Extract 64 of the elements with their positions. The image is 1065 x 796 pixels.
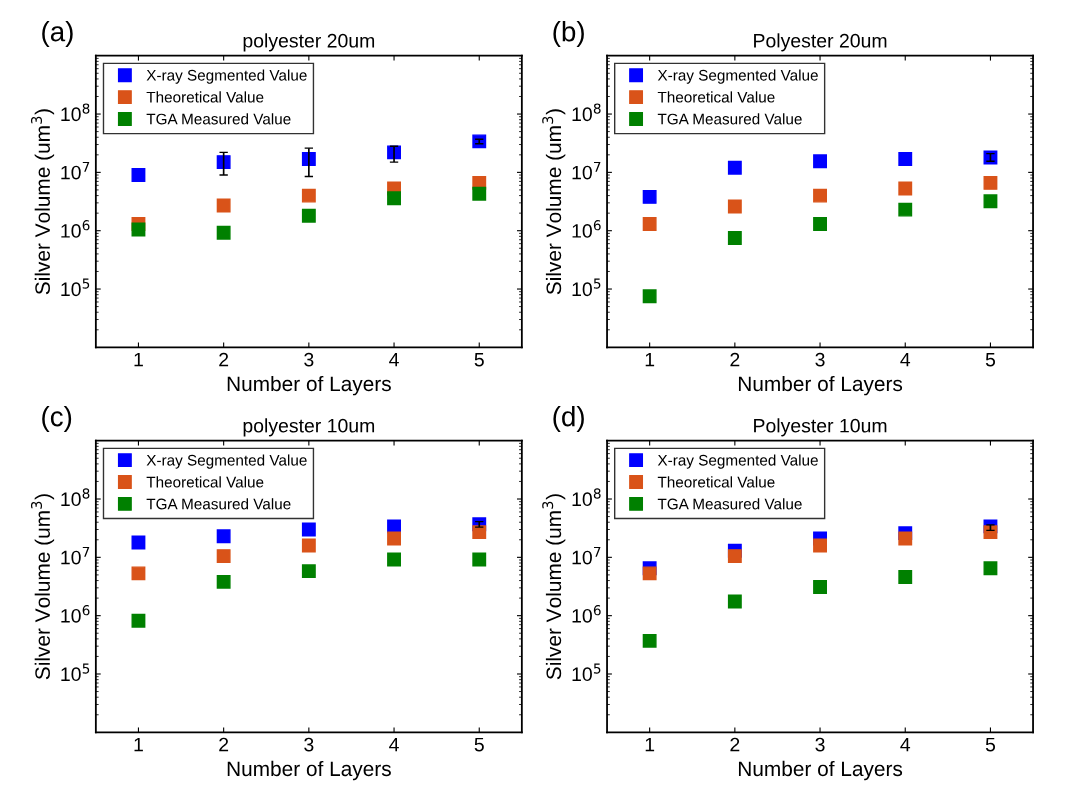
chart-title: polyester 10um bbox=[243, 418, 375, 437]
x-axis-title: Number of Layers bbox=[738, 375, 903, 396]
x-axis-title: Number of Layers bbox=[227, 760, 391, 781]
text: (d) bbox=[553, 406, 584, 432]
legend-label: X-ray Segmented Value bbox=[657, 69, 818, 84]
x-tick-label: 3 bbox=[304, 737, 314, 752]
y-tick-label: 10$^{8}$ bbox=[61, 488, 90, 507]
chart-title: Polyester 20um bbox=[754, 33, 887, 52]
legend-label: Theoretical Value bbox=[657, 91, 775, 103]
y-tick-label: 10$^{6}$ bbox=[572, 220, 601, 238]
x-tick-label: 4 bbox=[900, 352, 911, 367]
x-tick-label: 1 bbox=[134, 352, 143, 367]
x-tick-label: 2 bbox=[219, 352, 229, 367]
y-tick-label: 10$^{5}$ bbox=[61, 663, 90, 682]
x-tick-label: 5 bbox=[474, 737, 484, 752]
y-axis-title: Silver Volume (um$^{3}$) bbox=[30, 494, 55, 680]
legend-label: X-ray Segmented Value bbox=[657, 454, 818, 469]
x-tick-label: 3 bbox=[304, 352, 314, 367]
x-tick-label: 1 bbox=[645, 352, 655, 367]
x-tick-label: 2 bbox=[730, 737, 740, 752]
y-tick-label: 10$^{5}$ bbox=[572, 663, 601, 682]
x-tick-label: 3 bbox=[815, 352, 825, 367]
y-tick-label: 10$^{7}$ bbox=[61, 546, 90, 565]
y-tick-label: 10$^{7}$ bbox=[572, 546, 601, 565]
x-axis-title: Number of Layers bbox=[227, 375, 391, 396]
legend-label: TGA Measured Value bbox=[657, 498, 802, 510]
y-tick-label: 10$^{8}$ bbox=[572, 488, 601, 507]
y-tick-label: 10$^{8}$ bbox=[61, 103, 90, 122]
x-tick-label: 1 bbox=[134, 737, 143, 752]
x-tick-label: 1 bbox=[645, 737, 655, 752]
x-tick-label: 4 bbox=[389, 352, 399, 367]
y-tick-label: 10$^{6}$ bbox=[61, 605, 90, 623]
legend-label: Theoretical Value bbox=[146, 91, 264, 103]
y-axis-title: Silver Volume (um$^{3}$) bbox=[542, 494, 566, 680]
x-axis-title: Number of Layers bbox=[738, 760, 903, 781]
text: (b) bbox=[553, 21, 584, 47]
legend-label: TGA Measured Value bbox=[146, 113, 291, 125]
y-tick-label: 10$^{7}$ bbox=[572, 161, 601, 180]
y-tick-label: 10$^{8}$ bbox=[572, 103, 601, 122]
legend-label: X-ray Segmented Value bbox=[146, 69, 307, 84]
y-axis-title: Silver Volume (um$^{3}$) bbox=[30, 109, 55, 295]
legend-label: Theoretical Value bbox=[146, 476, 264, 488]
text: (a) bbox=[42, 21, 73, 47]
x-tick-label: 2 bbox=[219, 737, 229, 752]
legend-label: TGA Measured Value bbox=[146, 498, 291, 510]
x-tick-label: 5 bbox=[985, 352, 996, 367]
x-tick-label: 4 bbox=[900, 737, 911, 752]
y-tick-label: 10$^{5}$ bbox=[572, 278, 601, 297]
y-tick-label: 10$^{5}$ bbox=[61, 278, 90, 297]
x-tick-label: 3 bbox=[815, 737, 825, 752]
y-tick-label: 10$^{6}$ bbox=[61, 220, 90, 238]
x-tick-label: 5 bbox=[985, 737, 996, 752]
x-tick-label: 5 bbox=[474, 352, 484, 367]
legend-label: X-ray Segmented Value bbox=[146, 454, 307, 469]
y-tick-label: 10$^{7}$ bbox=[61, 161, 90, 180]
legend-label: Theoretical Value bbox=[657, 476, 775, 488]
chart-title: Polyester 10um bbox=[754, 418, 887, 437]
y-tick-label: 10$^{6}$ bbox=[572, 605, 601, 623]
text: (c) bbox=[42, 406, 72, 432]
x-tick-label: 2 bbox=[730, 352, 740, 367]
x-tick-label: 4 bbox=[389, 737, 399, 752]
legend-label: TGA Measured Value bbox=[657, 113, 802, 125]
y-axis-title: Silver Volume (um$^{3}$) bbox=[542, 109, 566, 295]
chart-title: polyester 20um bbox=[243, 33, 375, 52]
